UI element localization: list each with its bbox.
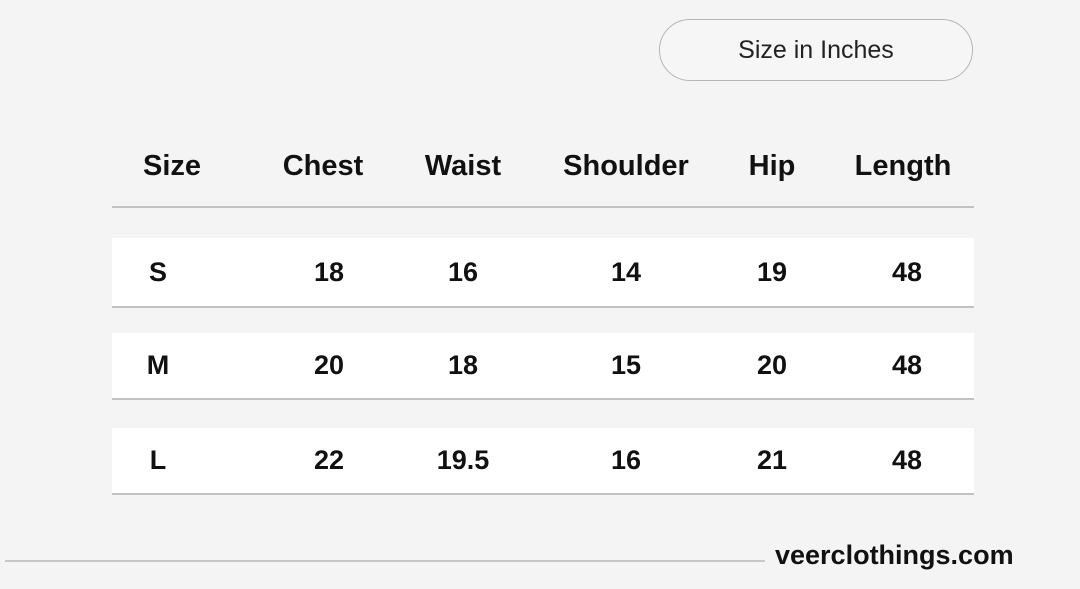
cell-size: S xyxy=(148,256,168,287)
cell-length: 48 xyxy=(891,256,923,287)
cell-chest: 18 xyxy=(313,256,345,287)
cell-size: M xyxy=(146,350,170,380)
cell-size: L xyxy=(149,445,167,475)
header-hip: Hip xyxy=(748,150,796,182)
size-unit-badge: Size in Inches xyxy=(659,19,973,81)
cell-chest: 22 xyxy=(313,445,345,475)
cell-length: 48 xyxy=(891,445,923,475)
cell-chest: 20 xyxy=(313,350,345,380)
cell-shoulder: 15 xyxy=(610,350,642,380)
cell-waist: 18 xyxy=(447,350,479,380)
cell-waist: 19.5 xyxy=(436,445,490,475)
table-row-s: S 18 16 14 19 48 xyxy=(112,238,974,308)
header-divider xyxy=(112,206,974,208)
footer-divider xyxy=(5,560,765,562)
header-waist: Waist xyxy=(424,150,502,182)
cell-hip: 19 xyxy=(756,256,788,287)
size-unit-label: Size in Inches xyxy=(738,35,894,64)
table-row-m: M 20 18 15 20 48 xyxy=(112,333,974,400)
header-shoulder: Shoulder xyxy=(563,150,689,182)
header-size: Size xyxy=(142,150,202,182)
table-row-l: L 22 19.5 16 21 48 xyxy=(112,428,974,495)
header-chest: Chest xyxy=(282,150,364,182)
cell-hip: 20 xyxy=(756,350,788,380)
cell-waist: 16 xyxy=(447,256,479,287)
header-length: Length xyxy=(854,150,952,182)
cell-shoulder: 16 xyxy=(610,445,642,475)
cell-shoulder: 14 xyxy=(610,256,642,287)
brand-name: veerclothings.com xyxy=(775,540,1014,570)
cell-hip: 21 xyxy=(756,445,788,475)
cell-length: 48 xyxy=(891,350,923,380)
